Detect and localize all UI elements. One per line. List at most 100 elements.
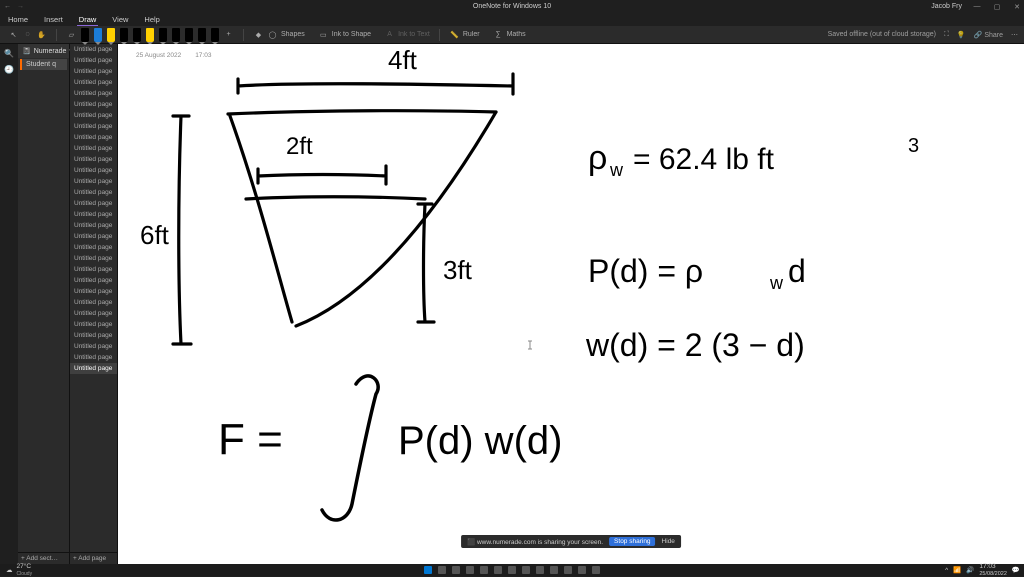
system-tray[interactable]: ^ 📶 🔊 17:0325/08/2022 💬 [945,563,1020,577]
fullscreen-icon[interactable]: ⛶ [944,31,949,39]
bulb-icon[interactable]: 💡 [957,31,966,39]
page-item[interactable]: Untitled page [70,187,117,198]
pen-4[interactable] [120,28,128,42]
fwd-icon[interactable]: → [17,3,24,10]
svg-text:F =: F = [218,415,283,464]
page-item[interactable]: Untitled page [70,286,117,297]
maths-label[interactable]: Maths [507,31,526,38]
page-item[interactable]: Untitled page [70,363,117,374]
save-status: Saved offline (out of cloud storage) [828,31,936,38]
wifi-icon: 📶 [953,566,961,574]
page-item[interactable]: Untitled page [70,88,117,99]
page-item[interactable]: Untitled page [70,264,117,275]
pen-9[interactable] [185,28,193,42]
pen-1[interactable] [81,28,89,42]
page-item[interactable]: Untitled page [70,253,117,264]
pen-gallery[interactable]: ▱ + [62,28,238,42]
section-tab[interactable]: Student q [20,59,67,70]
page-item[interactable]: Untitled page [70,209,117,220]
tab-home[interactable]: Home [6,14,30,25]
page-item[interactable]: Untitled page [70,275,117,286]
eraser-icon[interactable]: ▱ [66,29,77,40]
pen-6[interactable] [146,28,154,42]
ruler-icon[interactable]: 📏 [449,29,460,40]
page-item[interactable]: Untitled page [70,220,117,231]
pen-3[interactable] [107,28,115,42]
hide-share-button[interactable]: Hide [662,538,675,545]
page-item[interactable]: Untitled page [70,330,117,341]
page-item[interactable]: Untitled page [70,198,117,209]
svg-text:= 62.4 lb ft: = 62.4 lb ft [633,143,775,176]
more-icon[interactable]: ⋯ [1011,31,1018,39]
page-item[interactable]: Untitled page [70,44,117,55]
cursor-icon[interactable]: ↖ [8,29,19,40]
lasso-icon[interactable]: ◌ [22,29,33,40]
page-canvas[interactable]: 25 August 202217:03 4ft 2ft 6ft 3 [118,44,1024,564]
maths-icon[interactable]: ∑ [493,29,504,40]
tab-insert[interactable]: Insert [42,14,65,25]
ink-to-text-icon: A [384,29,395,40]
page-item[interactable]: Untitled page [70,341,117,352]
stop-sharing-button[interactable]: Stop sharing [609,537,656,546]
clock[interactable]: 17:0325/08/2022 [979,563,1007,577]
page-item[interactable]: Untitled page [70,110,117,121]
tab-help[interactable]: Help [142,14,161,25]
page-item[interactable]: Untitled page [70,176,117,187]
svg-text:ρ: ρ [588,139,607,177]
notebook-picker[interactable]: 📓 Numerade ▾ [18,44,69,58]
page-item[interactable]: Untitled page [70,55,117,66]
weather-widget[interactable]: ☁ 27°CCloudy [0,563,32,577]
add-page-button[interactable]: + Add page [70,553,117,564]
page-item[interactable]: Untitled page [70,297,117,308]
page-item[interactable]: Untitled page [70,77,117,88]
taskbar[interactable]: ☁ 27°CCloudy ^ 📶 🔊 17:0325/08/2022 💬 [0,564,1024,576]
pen-2[interactable] [94,28,102,42]
page-item[interactable]: Untitled page [70,121,117,132]
ruler-label[interactable]: Ruler [463,31,480,38]
minimize-icon[interactable]: — [972,3,982,10]
volume-icon: 🔊 [966,566,974,574]
share-button[interactable]: 🔗 Share [974,31,1003,39]
ink-to-shape-icon[interactable]: ▭ [318,29,329,40]
search-icon[interactable]: 🔍 [4,48,14,58]
page-item[interactable]: Untitled page [70,242,117,253]
notebook-name: Numerade [34,48,67,55]
tab-draw[interactable]: Draw [77,14,99,26]
draw-ribbon: ↖ ◌ ✋ ▱ + ◆ ◯ Shapes ▭ Ink to Shape A In… [0,26,1024,44]
page-item[interactable]: Untitled page [70,308,117,319]
pen-8[interactable] [172,28,180,42]
hand-icon[interactable]: ✋ [36,29,47,40]
page-item[interactable]: Untitled page [70,66,117,77]
pen-5[interactable] [133,28,141,42]
maximize-icon[interactable]: ▢ [992,3,1002,11]
shapes-label[interactable]: Shapes [281,31,305,38]
ink-to-shape-label[interactable]: Ink to Shape [332,31,371,38]
user-name[interactable]: Jacob Fry [931,3,962,10]
svg-text:w: w [769,273,784,293]
share-message: ⬛ www.numerade.com is sharing your scree… [467,538,603,546]
page-item[interactable]: Untitled page [70,231,117,242]
page-item[interactable]: Untitled page [70,99,117,110]
add-pen-icon[interactable]: + [223,29,234,40]
ink-layer: 4ft 2ft 6ft 3ft ρ w = 62.4 lb ft [118,44,1018,554]
back-icon[interactable]: ← [4,3,11,10]
recent-icon[interactable]: 🕘 [4,64,14,74]
page-item[interactable]: Untitled page [70,143,117,154]
tab-view[interactable]: View [110,14,130,25]
page-item[interactable]: Untitled page [70,154,117,165]
close-icon[interactable]: ✕ [1012,3,1022,11]
page-item[interactable]: Untitled page [70,352,117,363]
start-icon [424,566,432,574]
pen-10[interactable] [198,28,206,42]
pen-11[interactable] [211,28,219,42]
pen-7[interactable] [159,28,167,42]
color-icon[interactable]: ◆ [253,29,264,40]
page-item[interactable]: Untitled page [70,319,117,330]
svg-text:2ft: 2ft [286,133,313,160]
page-item[interactable]: Untitled page [70,165,117,176]
svg-text:P(d) = ρ: P(d) = ρ [588,253,703,289]
shapes-icon[interactable]: ◯ [267,29,278,40]
weather-icon: ☁ [6,566,13,574]
taskbar-apps[interactable] [424,566,600,574]
page-item[interactable]: Untitled page [70,132,117,143]
